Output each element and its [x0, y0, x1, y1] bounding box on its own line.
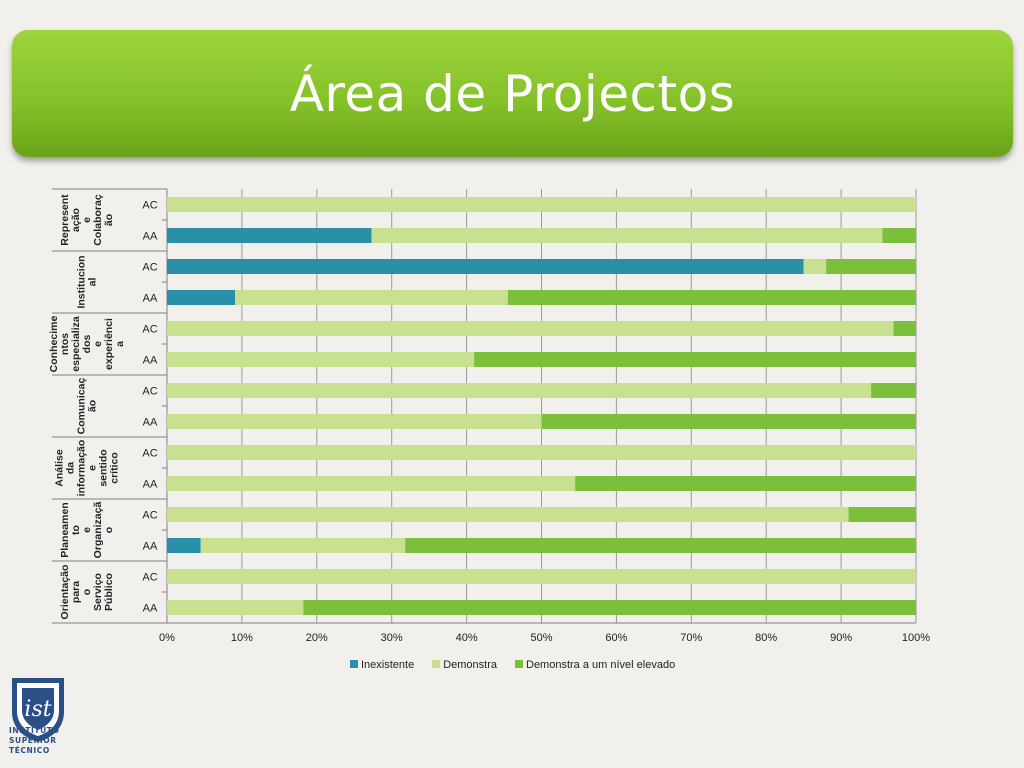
bar-segment	[167, 228, 372, 243]
svg-text:ist: ist	[24, 697, 51, 722]
x-tick-label: 50%	[530, 632, 552, 644]
group-label: PlaneamentoeOrganização	[59, 502, 115, 559]
bar-segment	[575, 476, 916, 491]
row-label: AA	[143, 479, 158, 491]
title-banner: Área de Projectos	[12, 30, 1013, 157]
bar-segment	[541, 414, 916, 429]
row-label: AC	[142, 386, 157, 398]
page-title: Área de Projectos	[289, 64, 736, 123]
row-label: AA	[143, 231, 158, 243]
x-tick-label: 60%	[605, 632, 627, 644]
logo-text-line-3: TÉCNICO	[9, 746, 50, 755]
bar-segment	[803, 259, 827, 274]
bar-segment	[167, 538, 201, 553]
row-label: AC	[142, 572, 157, 584]
row-label: AA	[143, 355, 158, 367]
bar-segment	[882, 228, 916, 243]
bar-segment	[167, 476, 576, 491]
row-label: AC	[142, 448, 157, 460]
row-label: AA	[143, 293, 158, 305]
x-tick-label: 80%	[755, 632, 777, 644]
row-label: AC	[142, 510, 157, 522]
bar-segment	[167, 383, 872, 398]
bar-segment	[167, 352, 475, 367]
bar-segment	[167, 507, 849, 522]
group-label: OrientaçãoparaoServiçoPúblico	[59, 565, 115, 620]
bar-segment	[167, 414, 542, 429]
row-label: AC	[142, 324, 157, 336]
x-tick-label: 70%	[680, 632, 702, 644]
logo-text-line-2: SUPERIOR	[9, 736, 57, 745]
group-label: RepresentaçãoeColaboração	[59, 194, 115, 246]
bar-segment	[167, 321, 894, 336]
bar-segment	[200, 538, 406, 553]
group-label: Institucional	[76, 255, 99, 308]
bar-segment	[507, 290, 916, 305]
row-label: AC	[142, 200, 157, 212]
bar-segment	[303, 600, 916, 615]
bar-segment	[893, 321, 916, 336]
row-label: AC	[142, 262, 157, 274]
bar-segment	[848, 507, 916, 522]
legend-label: Demonstra	[443, 659, 498, 671]
row-label: AA	[143, 603, 158, 615]
row-label: AA	[143, 541, 158, 553]
x-tick-label: 0%	[159, 632, 175, 644]
bar-segment	[826, 259, 916, 274]
bar-segment	[167, 445, 916, 460]
bar-segment	[474, 352, 916, 367]
legend-label: Inexistente	[361, 659, 414, 671]
bar-segment	[235, 290, 508, 305]
bar-segment	[167, 600, 304, 615]
x-tick-label: 10%	[231, 632, 253, 644]
bar-segment	[405, 538, 916, 553]
row-label: AA	[143, 417, 158, 429]
legend-swatch	[432, 660, 441, 668]
x-tick-label: 30%	[381, 632, 403, 644]
x-tick-label: 40%	[456, 632, 478, 644]
group-label: Comunicação	[76, 378, 99, 435]
bar-segment	[871, 383, 916, 398]
group-label: Conhecimentosespecializadoseexperiência	[48, 316, 126, 373]
x-tick-label: 20%	[306, 632, 328, 644]
ist-logo-icon: ist	[12, 678, 64, 742]
bar-segment	[167, 197, 916, 212]
legend-swatch	[515, 660, 523, 668]
x-tick-label: 100%	[902, 632, 930, 644]
bar-segment	[167, 259, 804, 274]
logo-text-line-1: INSTITUTO	[9, 726, 60, 735]
group-label: Análisedainformaçãoesentidocrítico	[54, 440, 121, 497]
bar-segment	[371, 228, 883, 243]
bar-segment	[167, 569, 916, 584]
legend-label: Demonstra a um nível elevado	[526, 659, 675, 671]
legend-swatch	[350, 660, 358, 668]
x-tick-label: 90%	[830, 632, 852, 644]
logo-text: INSTITUTO SUPERIOR TÉCNICO	[9, 726, 59, 756]
bar-segment	[167, 290, 236, 305]
